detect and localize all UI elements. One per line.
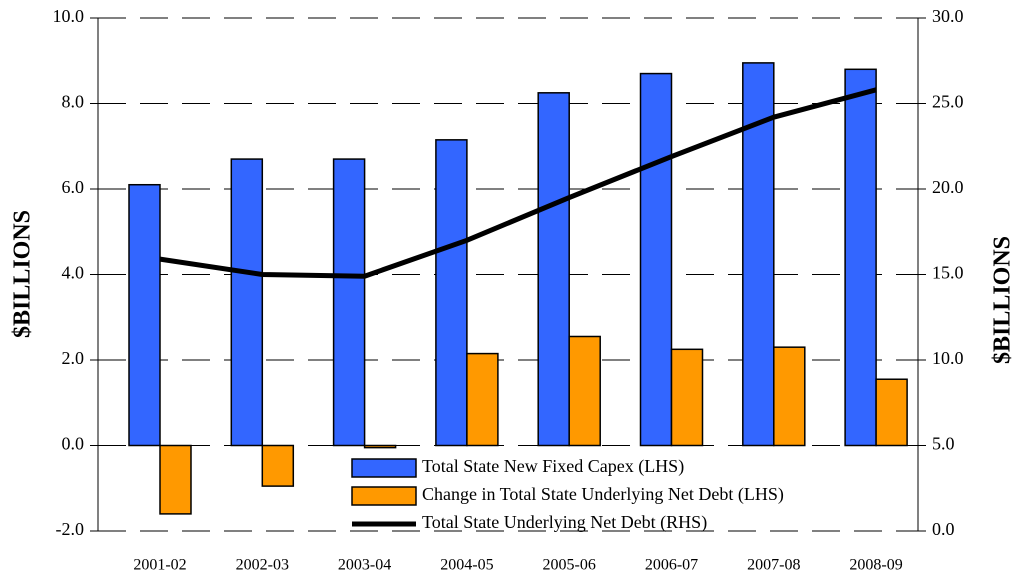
bar: [230, 158, 264, 447]
y2-tick-label: 15.0: [932, 263, 964, 283]
bar: [128, 183, 161, 447]
y2-tick-label: 5.0: [932, 434, 955, 454]
bar: [435, 139, 468, 447]
x-tick-label: 2007-08: [747, 557, 800, 574]
y-tick-label: 10.0: [53, 6, 85, 26]
legend-label: Total State Underlying Net Debt (RHS): [422, 512, 707, 533]
legend-swatch: [351, 486, 417, 506]
x-tick-label: 2008-09: [849, 557, 902, 574]
bar: [537, 92, 570, 447]
legend-swatch: [351, 458, 417, 478]
y-tick-label: 8.0: [62, 92, 85, 112]
bar: [261, 444, 295, 487]
x-tick-label: 2001-02: [133, 557, 186, 574]
bar: [332, 158, 366, 447]
y2-tick-label: 30.0: [932, 6, 964, 26]
bar: [670, 348, 704, 447]
y2-tick-label: 10.0: [932, 348, 964, 368]
bar: [363, 444, 397, 449]
bar: [466, 352, 499, 447]
y-axis-title: $BILLIONS: [10, 210, 36, 338]
x-tick-label: 2004-05: [440, 557, 493, 574]
legend-label: Change in Total State Underlying Net Deb…: [422, 484, 784, 505]
y-tick-label: 2.0: [62, 348, 85, 368]
legend-background: [345, 452, 915, 530]
y-tick-label: 4.0: [62, 263, 85, 283]
x-tick-label: 2002-03: [236, 557, 289, 574]
y2-tick-label: 0.0: [932, 519, 955, 539]
y-tick-label: 6.0: [62, 177, 85, 197]
y2-tick-label: 25.0: [932, 92, 964, 112]
bar: [844, 68, 877, 447]
bar: [773, 346, 806, 447]
y-tick-label: 0.0: [62, 434, 85, 454]
x-tick-label: 2006-07: [645, 557, 698, 574]
y2-axis-title: $BILLIONS: [990, 236, 1016, 364]
y2-tick-label: 20.0: [932, 177, 964, 197]
bar: [568, 335, 601, 447]
legend-label: Total State New Fixed Capex (LHS): [422, 456, 684, 477]
x-tick-label: 2003-04: [338, 557, 391, 574]
bar: [159, 444, 192, 515]
y-tick-label: -2.0: [56, 519, 85, 539]
bar: [639, 72, 673, 447]
x-tick-label: 2005-06: [543, 557, 596, 574]
line: [159, 87, 877, 279]
bar: [875, 378, 908, 447]
